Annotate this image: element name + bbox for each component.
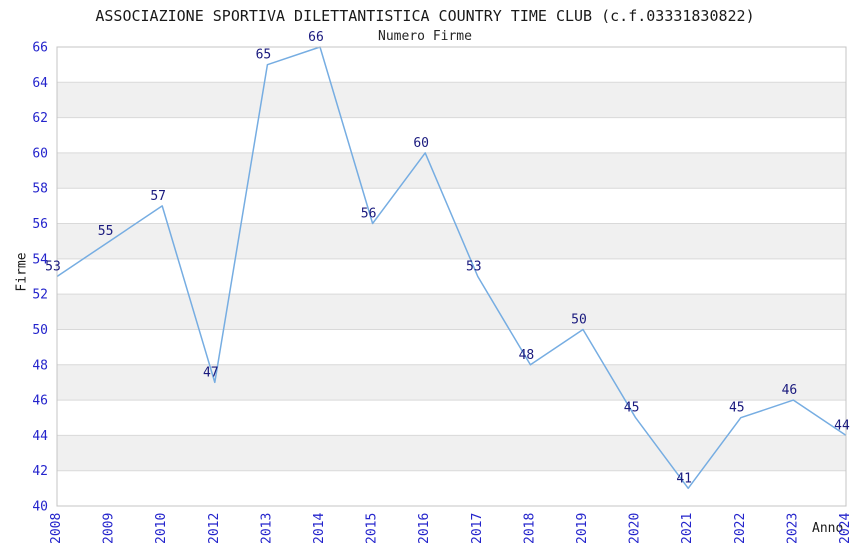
x-tick-label: 2017 — [470, 513, 485, 544]
y-tick-label: 58 — [32, 182, 48, 197]
x-tick-label: 2014 — [312, 513, 327, 544]
x-tick-label: 2010 — [154, 513, 169, 544]
data-point-label: 44 — [834, 418, 850, 433]
data-point-label: 47 — [203, 365, 219, 380]
line-series — [56, 46, 847, 490]
y-tick-label: 44 — [32, 429, 48, 444]
x-tick-label: 2012 — [207, 513, 222, 544]
data-point-label: 50 — [571, 313, 587, 328]
data-point-label: 55 — [98, 224, 114, 239]
y-tick-label: 52 — [32, 288, 48, 303]
data-point-label: 66 — [308, 30, 324, 45]
plot-band — [57, 364, 846, 401]
y-tick-label: 66 — [32, 41, 48, 56]
y-tick-label: 64 — [32, 76, 48, 91]
x-tick-label: 2019 — [575, 513, 590, 544]
x-tick-label: 2016 — [417, 513, 432, 544]
plot-band — [57, 223, 846, 259]
y-tick-label: 56 — [32, 217, 48, 232]
x-tick-label: 2013 — [259, 513, 274, 544]
y-tick-label: 46 — [32, 394, 48, 409]
data-point-label: 46 — [782, 383, 798, 398]
data-point-label: 45 — [624, 401, 640, 416]
data-point-label: 60 — [413, 136, 429, 151]
y-tick-label: 50 — [32, 323, 48, 338]
y-tick-label: 60 — [32, 146, 48, 161]
y-tick-label: 62 — [32, 111, 48, 126]
data-point-label: 48 — [519, 348, 535, 363]
y-tick-label: 40 — [32, 500, 48, 515]
chart-subtitle: Numero Firme — [378, 29, 472, 44]
plot-border — [56, 46, 847, 507]
x-tick-label: 2020 — [628, 513, 643, 544]
y-tick-label: 42 — [32, 464, 48, 479]
data-point-label: 56 — [361, 207, 377, 222]
plot-band — [57, 294, 846, 330]
plot-band — [57, 435, 846, 471]
y-tick-label: 54 — [32, 252, 48, 267]
data-point-label: 41 — [676, 471, 692, 486]
data-point-label: 45 — [729, 401, 745, 416]
x-tick-label: 2008 — [49, 513, 64, 544]
x-tick-label: 2024 — [838, 513, 850, 544]
plot-band — [57, 152, 846, 189]
chart-title: ASSOCIAZIONE SPORTIVA DILETTANTISTICA CO… — [95, 7, 755, 25]
data-point-label: 53 — [466, 260, 482, 275]
data-point-label: 57 — [150, 189, 166, 204]
plot-band — [57, 82, 846, 118]
y-tick-label: 48 — [32, 358, 48, 373]
x-tick-label: 2015 — [365, 513, 380, 544]
x-tick-label: 2022 — [733, 513, 748, 544]
x-axis-label: Anno — [812, 521, 844, 536]
data-point-label: 65 — [256, 48, 272, 63]
x-tick-label: 2023 — [785, 513, 800, 544]
x-tick-label: 2018 — [522, 513, 537, 544]
x-tick-label: 2009 — [102, 513, 117, 544]
data-point-label: 53 — [45, 260, 61, 275]
x-tick-label: 2021 — [680, 513, 695, 544]
